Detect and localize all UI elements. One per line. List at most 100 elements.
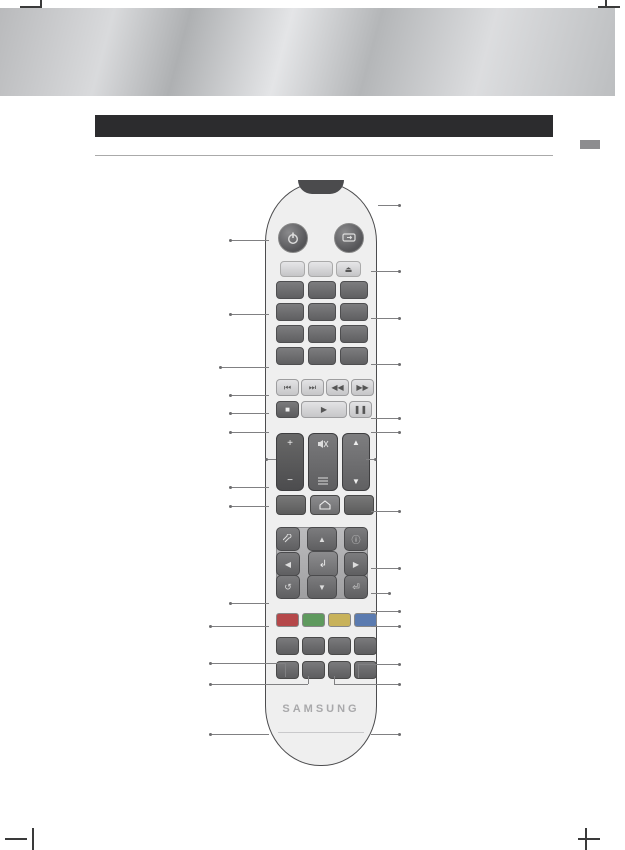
prev-button[interactable]: ⏮ [276,379,299,396]
callout-dot [398,317,401,320]
list-icon [317,476,329,486]
dpad-left[interactable]: ◀ [276,552,300,576]
power-icon [286,231,300,245]
callout-line [232,395,269,396]
small-key-1[interactable] [280,261,305,277]
chevron-down-icon: ▼ [318,583,326,592]
callout-line [232,413,269,414]
dpad-right[interactable]: ▶ [344,552,368,576]
exit-button[interactable]: ⏎ [344,575,368,599]
exit-icon: ⏎ [352,582,360,593]
callout-dot [229,313,232,316]
num-4[interactable] [276,303,304,321]
info-icon: ⓘ [351,533,360,546]
num-0[interactable] [308,347,336,365]
func-g[interactable] [328,661,351,679]
num-1[interactable] [276,281,304,299]
chevron-left-icon: ◀ [285,560,291,569]
brand-logo: SAMSUNG [266,703,376,715]
func-b[interactable] [302,637,325,655]
source-button[interactable] [334,223,364,253]
stop-button[interactable]: ■ [276,401,299,418]
tools-button[interactable] [276,527,300,551]
channel-rocker[interactable]: ▲ ▼ [342,433,370,491]
func-f[interactable] [302,661,325,679]
callout-dot [398,204,401,207]
menu-button[interactable] [276,495,306,515]
section-title-bar [95,115,553,137]
callout-line [358,664,359,678]
mute-and-list[interactable] [308,433,338,491]
d-pad: ▲ ⓘ ◀ ▶ ↲ ↺ ▼ ⏎ [276,527,368,599]
dpad-down[interactable]: ▼ [307,575,337,599]
power-button[interactable] [278,223,308,253]
func-d[interactable] [354,637,377,655]
num-5[interactable] [308,303,336,321]
chevron-up-icon: ▲ [318,535,326,544]
num-7[interactable] [276,325,304,343]
callout-dot [209,662,212,665]
callout-dot [398,417,401,420]
red-key[interactable] [276,613,299,627]
enter-button[interactable]: ↲ [308,551,338,577]
callout-line [212,626,269,627]
num-8[interactable] [308,325,336,343]
chevron-up-icon: ▲ [352,438,360,447]
callout-dot [229,412,232,415]
rewind-button[interactable]: ◀◀ [326,379,349,396]
callout-dot [398,733,401,736]
callout-dot [229,486,232,489]
crop-mark [5,838,27,840]
page-header-banner [0,8,615,96]
volume-rocker[interactable]: + − [276,433,304,491]
crop-mark [32,828,34,850]
home-icon [319,500,331,510]
callout-line [232,603,269,604]
callout-line [334,676,335,684]
eject-button[interactable]: ⏏ [336,261,361,277]
dpad-up[interactable]: ▲ [307,527,337,551]
callout-dot [209,625,212,628]
blue-key[interactable] [354,613,377,627]
num-prech[interactable] [340,347,368,365]
pause-button[interactable]: ❚❚ [349,401,372,418]
small-key-2[interactable] [308,261,333,277]
callout-line [371,318,398,319]
color-key-row [276,613,377,627]
chevron-right-icon: ▶ [353,560,359,569]
callout-line [308,676,309,684]
num-9[interactable] [340,325,368,343]
callout-dot [229,602,232,605]
callout-line [268,459,276,460]
source-icon [342,233,356,243]
enter-icon: ↲ [319,559,327,570]
fast-forward-button[interactable]: ▶▶ [351,379,374,396]
callout-dot [398,270,401,273]
func-a[interactable] [276,637,299,655]
func-c[interactable] [328,637,351,655]
crop-mark [585,828,587,850]
callout-line [371,626,398,627]
wrench-icon [283,534,293,544]
guide-button[interactable] [344,495,374,515]
info-button[interactable]: ⓘ [344,527,368,551]
callout-line [378,205,398,206]
num-6[interactable] [340,303,368,321]
return-button[interactable]: ↺ [276,575,300,599]
margin-tab [580,140,600,149]
green-key[interactable] [302,613,325,627]
callout-dot [209,683,212,686]
num-dash[interactable] [276,347,304,365]
next-button[interactable]: ⏭ [301,379,324,396]
num-2[interactable] [308,281,336,299]
play-button[interactable]: ▶ [301,401,347,418]
callout-dot [398,610,401,613]
callout-dot [398,510,401,513]
minus-icon: − [287,475,293,486]
callout-line [212,684,308,685]
home-button[interactable] [310,495,340,515]
num-3[interactable] [340,281,368,299]
yellow-key[interactable] [328,613,351,627]
callout-line [371,734,398,735]
callout-dot [398,363,401,366]
